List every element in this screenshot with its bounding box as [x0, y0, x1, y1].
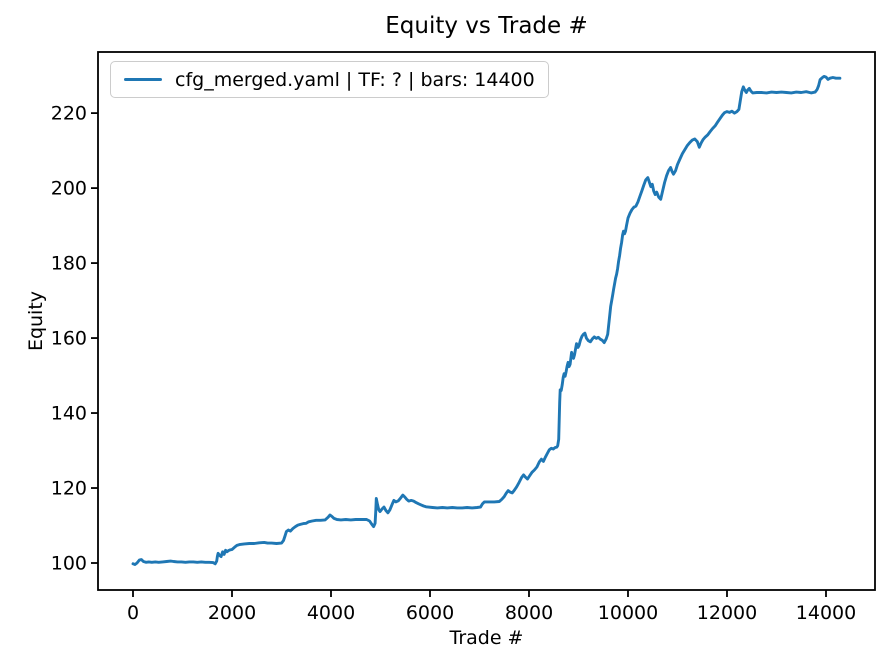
- y-tick-label: 200: [51, 178, 87, 200]
- x-tick-label: 12000: [697, 602, 757, 624]
- x-axis-label: Trade #: [449, 627, 524, 649]
- x-tick-label: 14000: [796, 602, 856, 624]
- x-tick-label: 6000: [406, 602, 454, 624]
- x-tick-label: 2000: [208, 602, 256, 624]
- y-tick-label: 140: [51, 403, 87, 425]
- y-tick-label: 160: [51, 328, 87, 350]
- y-tick-label: 120: [51, 478, 87, 500]
- y-tick-label: 220: [51, 103, 87, 125]
- legend: cfg_merged.yaml | TF: ? | bars: 14400: [110, 61, 549, 98]
- axis-frame: [97, 51, 876, 591]
- y-axis-label: Equity: [25, 290, 47, 352]
- x-tick-label: 8000: [505, 602, 553, 624]
- legend-line-swatch: [124, 78, 162, 81]
- chart-title: Equity vs Trade #: [385, 13, 588, 39]
- legend-label: cfg_merged.yaml | TF: ? | bars: 14400: [175, 68, 535, 91]
- y-tick-label: 180: [51, 253, 87, 275]
- x-tick-label: 0: [127, 602, 139, 624]
- x-tick-label: 4000: [307, 602, 355, 624]
- equity-line: [131, 74, 842, 566]
- y-tick-label: 100: [51, 553, 87, 575]
- x-tick-label: 10000: [598, 602, 658, 624]
